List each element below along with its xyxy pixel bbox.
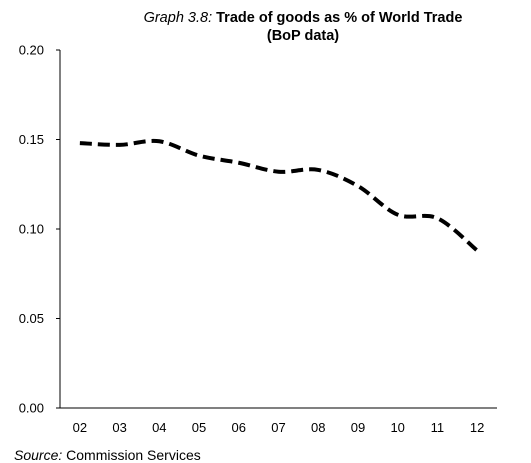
x-tick-label: 02 (73, 420, 87, 435)
y-tick-label: 0.00 (19, 401, 44, 416)
series-line (79, 138, 479, 253)
source-prefix: Source: (14, 447, 63, 463)
x-tick-label: 03 (112, 420, 126, 435)
source-note: Source: Commission Services (14, 447, 201, 463)
chart-title-prefix: Graph 3.8: (144, 10, 213, 26)
x-tick-label: 06 (232, 420, 246, 435)
x-tick-label: 10 (390, 420, 404, 435)
chart-title-main: Trade of goods as % of World Trade (216, 10, 462, 26)
x-tick-label: 08 (311, 420, 325, 435)
x-tick-label: 05 (192, 420, 206, 435)
source-text: Commission Services (66, 447, 201, 463)
series-layer (79, 138, 479, 253)
y-tick-label: 0.05 (19, 311, 44, 326)
y-axis-ticks: 0.00 0.05 0.10 0.15 0.20 (19, 43, 60, 416)
chart-title-line1: Graph 3.8: Trade of goods as % of World … (144, 10, 463, 26)
y-tick-label: 0.15 (19, 132, 44, 147)
y-tick-label: 0.10 (19, 222, 44, 237)
x-tick-label: 09 (351, 420, 365, 435)
chart-title-line2: (BoP data) (267, 28, 339, 44)
y-tick-label: 0.20 (19, 43, 44, 58)
x-axis-ticks: 02 03 04 05 06 07 08 09 10 11 12 (73, 420, 485, 435)
x-tick-label: 12 (470, 420, 484, 435)
x-tick-label: 04 (152, 420, 166, 435)
x-tick-label: 11 (431, 420, 445, 435)
x-tick-label: 07 (271, 420, 285, 435)
